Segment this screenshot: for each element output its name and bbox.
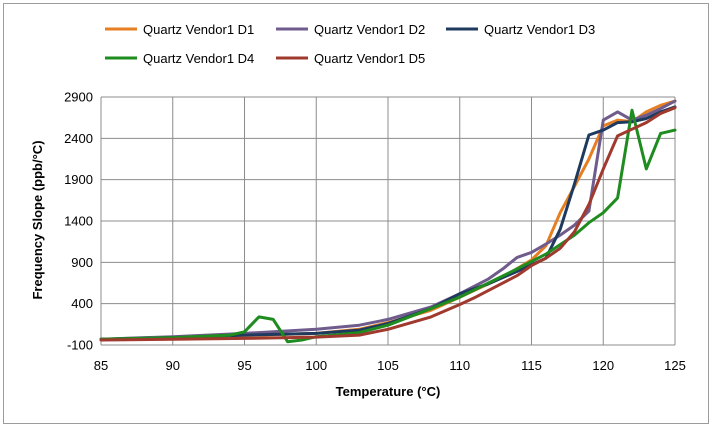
- x-tick-label: 100: [305, 358, 327, 373]
- legend-label-d5: Quartz Vendor1 D5: [314, 51, 425, 66]
- x-tick-label: 125: [664, 358, 686, 373]
- y-tick-label: 900: [71, 255, 93, 270]
- legend-label-d2: Quartz Vendor1 D2: [314, 22, 425, 37]
- x-tick-label: 110: [449, 358, 470, 373]
- y-tick-label: 2900: [64, 90, 93, 105]
- axes: -100 400 900 1400 1900 2400 2900 85 90 95 100 105 11…: [64, 90, 686, 374]
- x-tick-label: 90: [166, 358, 180, 373]
- series-line-d2: [99, 99, 677, 341]
- series-line-d5: [99, 106, 677, 342]
- legend: Quartz Vendor1 D1 Quartz Vendor1 D2 Quartz…: [105, 22, 595, 66]
- y-tick-label: 1900: [64, 172, 93, 187]
- series-line-d4: [99, 108, 677, 344]
- x-tick-label: 85: [94, 358, 108, 373]
- legend-label-d1: Quartz Vendor1 D1: [143, 22, 254, 37]
- chart-frame: [3, 3, 709, 424]
- y-tick-label: 1400: [64, 214, 93, 229]
- y-tick-label: 400: [71, 296, 93, 311]
- x-tick-label: 115: [521, 358, 542, 373]
- legend-label-d3: Quartz Vendor1 D3: [484, 22, 595, 37]
- x-tick-label: 105: [377, 358, 399, 373]
- x-tick-label: 120: [592, 358, 614, 373]
- y-axis-title: Frequency Slope (ppb/°C): [30, 140, 45, 299]
- y-tick-label: -100: [67, 338, 93, 353]
- x-tick-label: 95: [237, 358, 251, 373]
- x-axis-title: Temperature (°C): [336, 384, 441, 399]
- series-layer: [99, 99, 677, 344]
- legend-label-d4: Quartz Vendor1 D4: [143, 51, 254, 66]
- y-tick-label: 2400: [64, 131, 93, 146]
